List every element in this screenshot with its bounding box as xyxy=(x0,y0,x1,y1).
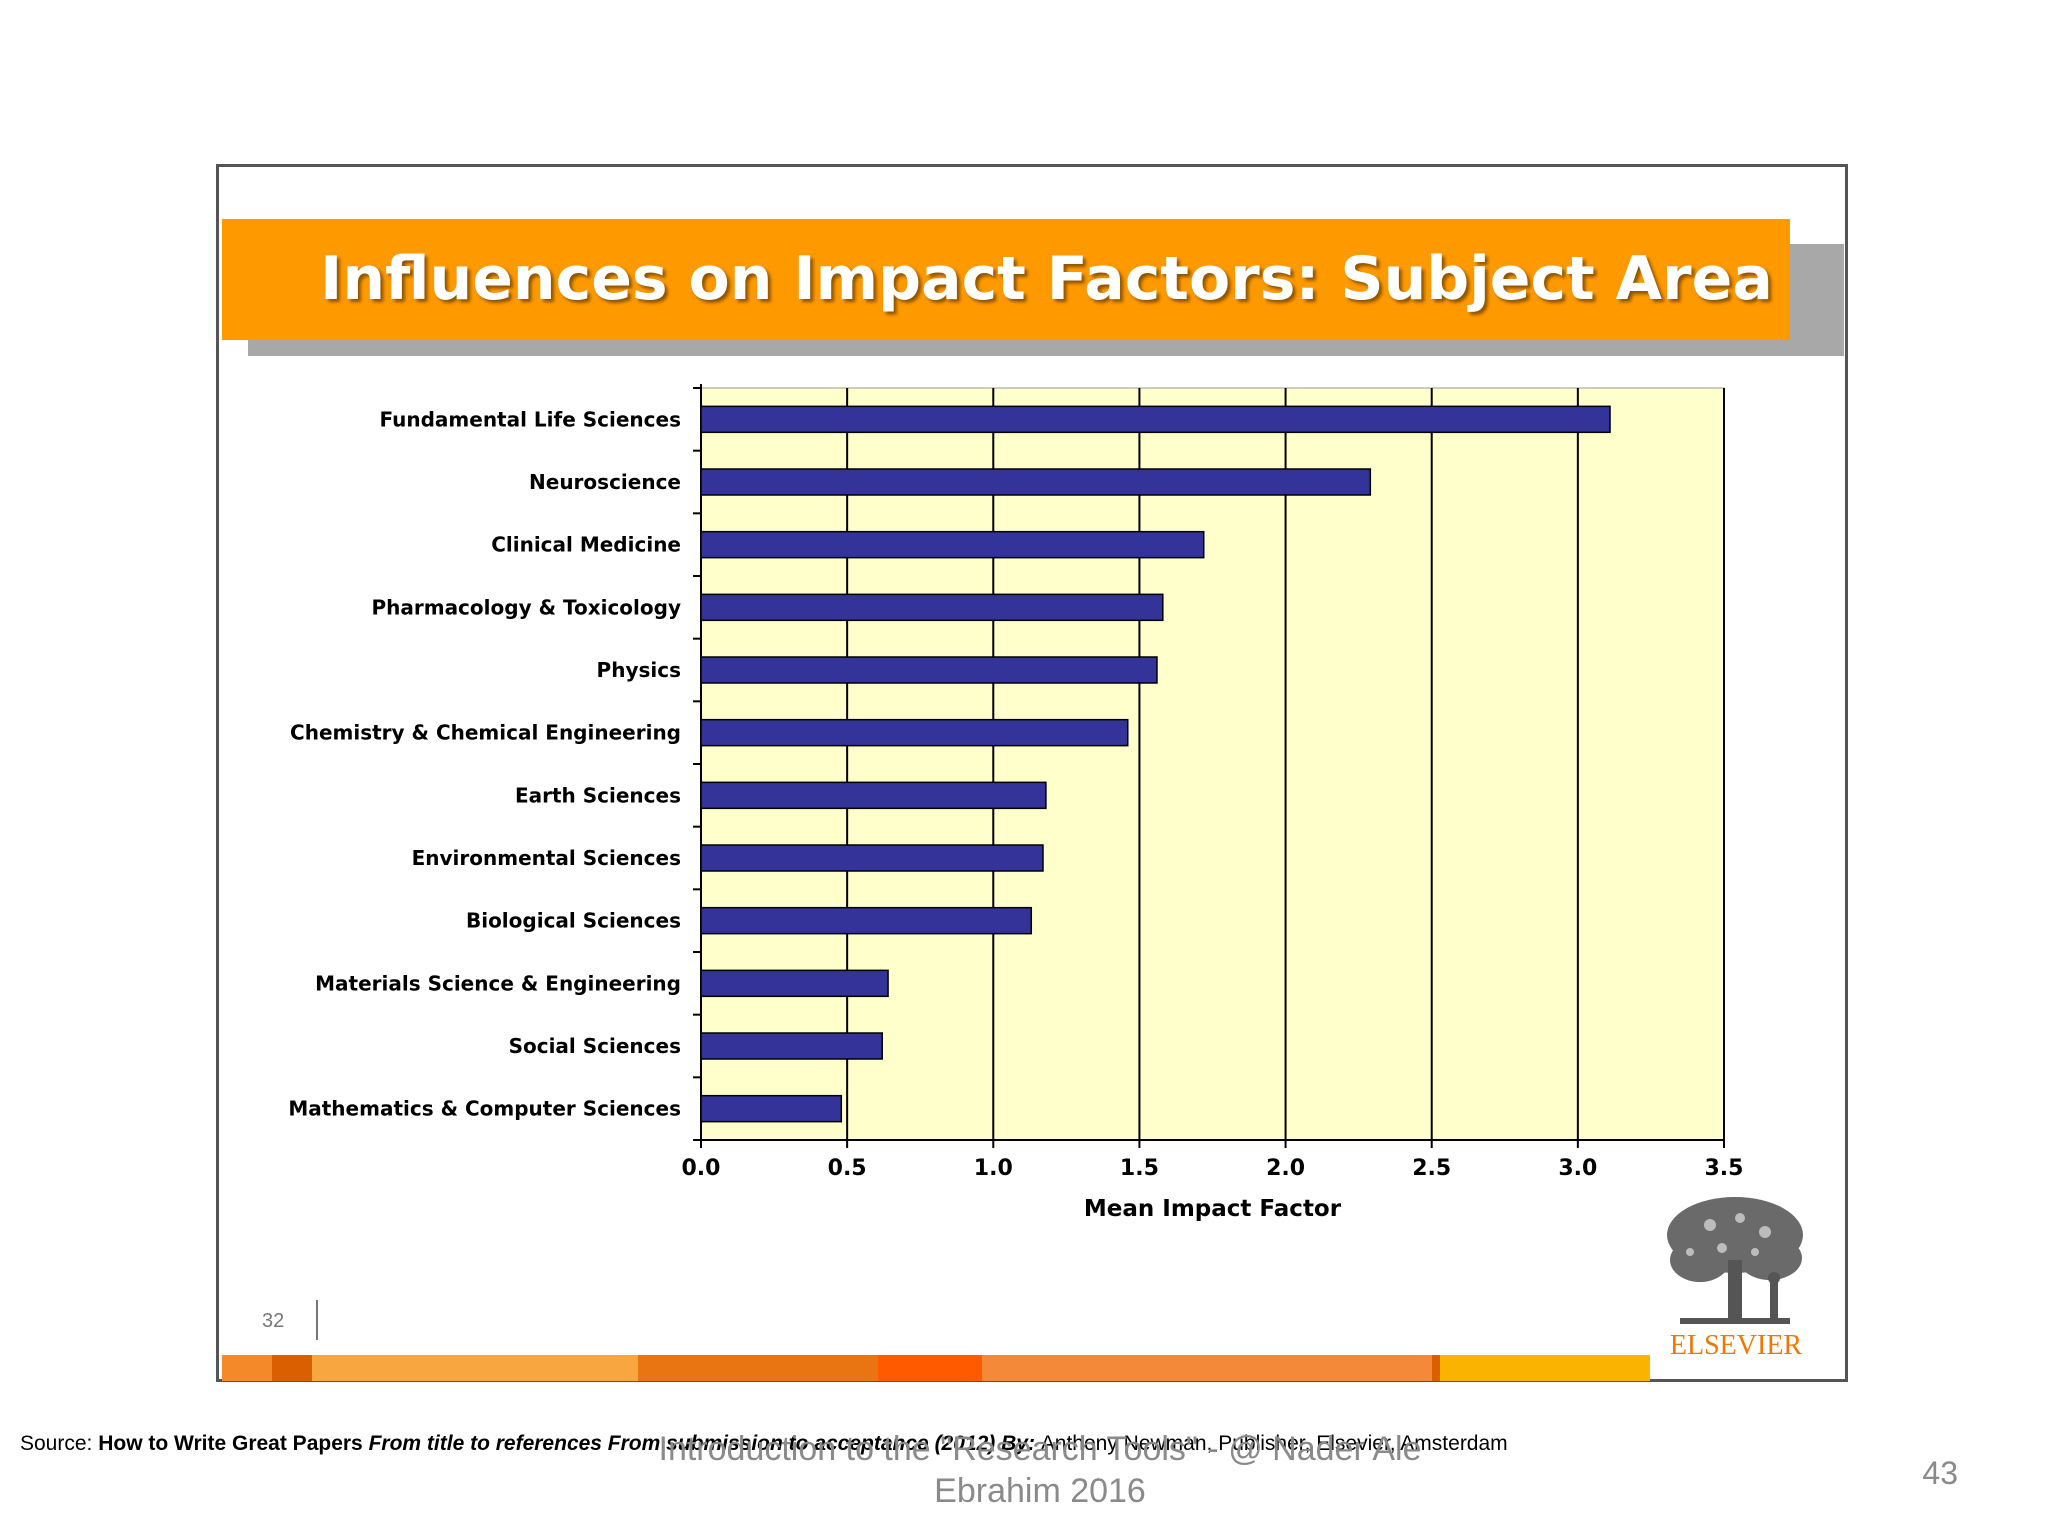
footer-stripe-segment xyxy=(878,1355,982,1381)
bar xyxy=(700,468,1372,496)
footer-stripe-segment xyxy=(638,1355,878,1381)
category-label: Materials Science & Engineering xyxy=(315,971,681,995)
slide-number-divider xyxy=(316,1300,318,1340)
footer-stripe-segment xyxy=(982,1355,1432,1381)
category-label: Physics xyxy=(597,658,681,682)
x-tick-label: 2.5 xyxy=(1412,1156,1451,1181)
footer-color-stripe xyxy=(222,1355,1650,1381)
elsevier-tree-icon xyxy=(1667,1197,1803,1324)
bar xyxy=(700,656,1158,684)
category-label: Social Sciences xyxy=(509,1034,681,1058)
category-label: Mathematics & Computer Sciences xyxy=(288,1097,681,1121)
bar xyxy=(700,906,1033,935)
page-number: 43 xyxy=(1922,1455,1958,1491)
x-tick-label: 1.0 xyxy=(974,1156,1013,1181)
category-label: Pharmacology & Toxicology xyxy=(371,595,681,619)
x-tick-label: 3.5 xyxy=(1705,1156,1744,1181)
slide-number: 32 xyxy=(262,1310,285,1332)
category-label: Clinical Medicine xyxy=(491,533,681,557)
bar xyxy=(700,1032,883,1060)
footer-stripe-segment xyxy=(312,1355,638,1381)
x-tick-label: 1.5 xyxy=(1120,1156,1159,1181)
footer-stripe-segment xyxy=(222,1355,272,1381)
slide-title: Influences on Impact Factors: Subject Ar… xyxy=(222,219,1790,340)
footer-caption: Introduction to the "Research Tools" - @… xyxy=(658,1430,1422,1510)
category-label: Environmental Sciences xyxy=(412,846,681,870)
plot-area xyxy=(700,387,1725,1141)
bar xyxy=(700,530,1205,559)
footer-stripe-segment xyxy=(1432,1355,1440,1381)
category-label: Earth Sciences xyxy=(515,783,681,807)
x-tick-label: 3.0 xyxy=(1558,1156,1597,1181)
x-tick-label: 2.0 xyxy=(1266,1156,1305,1181)
bar xyxy=(700,781,1047,810)
category-label: Fundamental Life Sciences xyxy=(379,407,681,431)
bar xyxy=(700,1094,843,1123)
source-citation: Source: How to Write Great Papers From t… xyxy=(20,1432,1508,1456)
bar xyxy=(700,405,1611,434)
bar xyxy=(700,718,1129,747)
x-tick-label: 0.5 xyxy=(828,1156,867,1181)
x-tick-label: 0.0 xyxy=(682,1156,721,1181)
footer-stripe-segment xyxy=(1440,1355,1650,1381)
category-label: Biological Sciences xyxy=(466,909,681,933)
x-axis-title: Mean Impact Factor xyxy=(1084,1196,1342,1222)
category-label: Chemistry & Chemical Engineering xyxy=(290,721,681,745)
bar xyxy=(700,969,889,998)
elsevier-logo-text: ELSEVIER xyxy=(1669,1330,1803,1361)
footer-stripe-segment xyxy=(272,1355,312,1381)
source-label: Source: xyxy=(20,1432,99,1455)
bar xyxy=(700,593,1164,622)
source-publisher: Anthony Newman, Publisher, Elsevier, Ams… xyxy=(1040,1432,1508,1455)
bar xyxy=(700,844,1044,872)
source-title: How to Write Great Papers xyxy=(98,1432,369,1455)
category-label: Neuroscience xyxy=(529,470,681,494)
source-subtitle: From title to references From submission… xyxy=(368,1432,1041,1455)
